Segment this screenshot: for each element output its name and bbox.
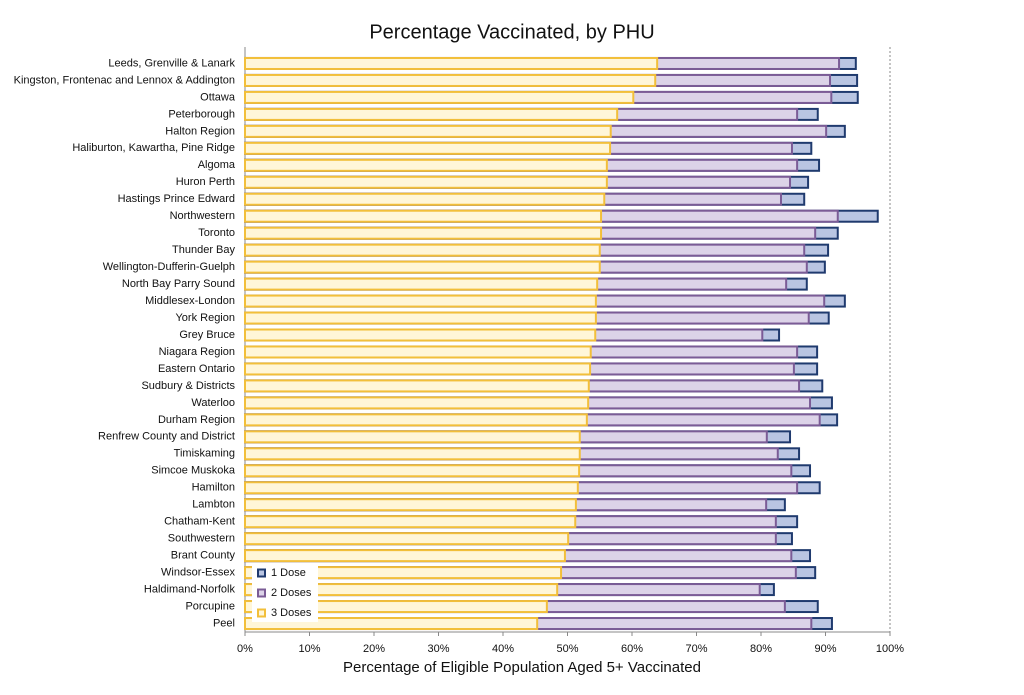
bar [244, 243, 601, 257]
bar [244, 498, 577, 512]
bar [244, 549, 566, 563]
x-tick-label: 70% [685, 643, 707, 655]
y-tick-label: Leeds, Grenville & Lanark [108, 57, 235, 69]
y-tick-label: Chatham-Kent [164, 516, 235, 528]
x-tick-label: 80% [750, 643, 772, 655]
x-tick-label: 90% [814, 643, 836, 655]
bar [244, 209, 603, 223]
y-tick-label: North Bay Parry Sound [122, 278, 235, 290]
y-tick-label: Niagara Region [159, 346, 235, 358]
bar [244, 583, 559, 597]
bar [244, 107, 619, 121]
legend-swatch [257, 568, 266, 578]
y-tick-label: Huron Perth [176, 176, 235, 188]
y-tick-label: Durham Region [158, 414, 235, 426]
bar [244, 617, 539, 631]
y-tick-label: Timiskaming [174, 448, 235, 460]
bar [244, 345, 592, 359]
y-tick-label: Halton Region [165, 125, 235, 137]
y-tick-label: Hastings Prince Edward [118, 193, 235, 205]
bar [244, 294, 597, 308]
x-tick-label: 60% [621, 643, 643, 655]
x-tick-label: 20% [363, 643, 385, 655]
bar [244, 447, 581, 461]
legend-swatch [257, 608, 266, 618]
y-tick-label: Simcoe Muskoka [151, 465, 236, 477]
y-tick-label: Middlesex-London [145, 295, 235, 307]
y-tick-label: Thunder Bay [172, 244, 235, 256]
y-tick-label: Toronto [198, 227, 235, 239]
x-tick-label: 30% [427, 643, 449, 655]
x-tick-label: 10% [298, 643, 320, 655]
y-tick-label: Peterborough [168, 108, 235, 120]
y-tick-label: Haliburton, Kawartha, Pine Ridge [72, 142, 235, 154]
y-tick-label: Ottawa [200, 91, 236, 103]
x-axis-title: Percentage of Eligible Population Aged 5… [343, 659, 701, 676]
y-tick-label: Renfrew County and District [98, 431, 235, 443]
y-tick-label: Hamilton [192, 482, 235, 494]
bar [244, 600, 548, 614]
bar [244, 158, 608, 172]
legend-label: 3 Doses [271, 607, 312, 619]
bar [244, 260, 601, 274]
bar [244, 430, 581, 444]
bar [244, 413, 588, 427]
y-tick-label: Algoma [198, 159, 236, 171]
bar [244, 464, 581, 478]
y-tick-label: Sudbury & Districts [141, 380, 235, 392]
bar [244, 515, 577, 529]
y-tick-label: Southwestern [168, 533, 235, 545]
y-tick-label: Waterloo [191, 397, 235, 409]
y-tick-label: Grey Bruce [179, 329, 235, 341]
legend-label: 1 Dose [271, 567, 306, 579]
legend-swatch [257, 588, 266, 598]
y-tick-label: Windsor-Essex [161, 567, 235, 579]
bar [244, 379, 590, 393]
y-tick-label: Peel [213, 617, 235, 629]
bar [244, 90, 635, 104]
x-tick-label: 40% [492, 643, 514, 655]
bar [244, 124, 612, 138]
y-tick-label: Brant County [171, 550, 236, 562]
bar [244, 141, 612, 155]
y-tick-label: Wellington-Dufferin-Guelph [103, 261, 235, 273]
y-tick-label: York Region [175, 312, 235, 324]
y-tick-label: Porcupine [185, 600, 235, 612]
y-tick-label: Kingston, Frontenac and Lennox & Addingt… [14, 74, 235, 86]
bar [244, 362, 592, 376]
bar [244, 566, 563, 580]
bar [244, 226, 603, 240]
y-tick-label: Haldimand-Norfolk [144, 583, 236, 595]
chart-title: Percentage Vaccinated, by PHU [369, 21, 654, 43]
bar [244, 56, 659, 70]
bar [244, 532, 570, 546]
y-tick-label: Eastern Ontario [158, 363, 235, 375]
bar [244, 192, 606, 206]
bar [244, 396, 590, 410]
x-tick-label: 50% [556, 643, 578, 655]
bar [244, 328, 597, 342]
x-tick-label: 100% [876, 643, 904, 655]
bar [244, 277, 599, 291]
bar [244, 175, 608, 189]
y-tick-label: Lambton [192, 499, 235, 511]
bar [244, 311, 597, 325]
legend-label: 2 Doses [271, 587, 312, 599]
y-tick-label: Northwestern [170, 210, 235, 222]
x-tick-label: 0% [237, 643, 253, 655]
bar [244, 73, 657, 87]
bar [244, 481, 579, 495]
